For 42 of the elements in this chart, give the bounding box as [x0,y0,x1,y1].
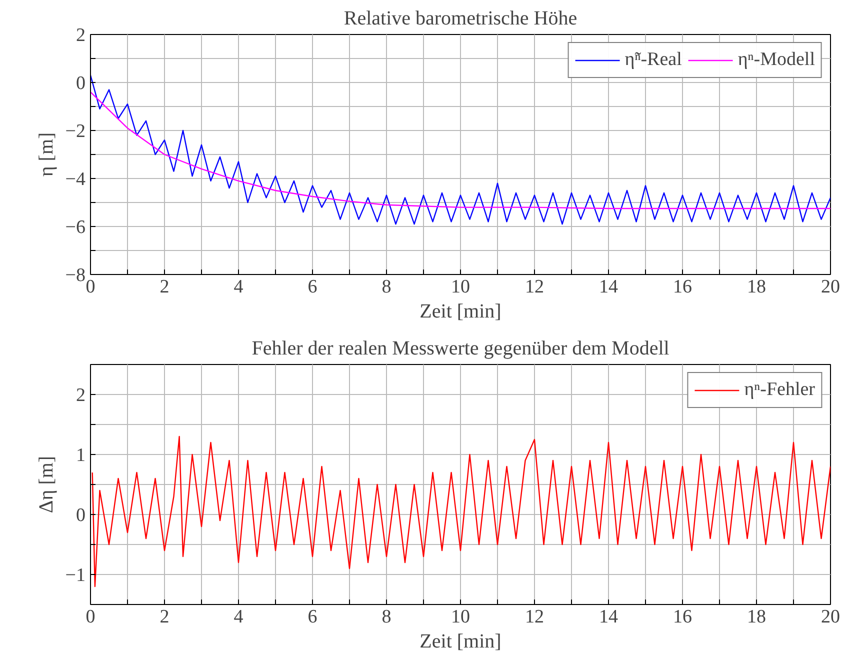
y-tick-label: 0 [76,505,86,526]
x-tick-label: 8 [382,276,392,298]
y-axis-title: Δη [m] [35,456,58,514]
x-axis-title: Zeit [min] [420,630,502,652]
x-tick-label: 10 [451,276,470,298]
legend-label: ηⁿ-Fehler [744,379,815,401]
line-series [90,92,830,210]
x-tick-label: 16 [673,606,692,628]
x-tick-label: 20 [821,276,840,298]
y-tick-label: 1 [76,445,86,466]
y-tick-label: 2 [76,25,86,46]
x-tick-label: 2 [160,606,170,628]
x-tick-label: 6 [308,276,318,298]
y-tick-label: −1 [65,565,86,586]
legend-label: η̃ⁿ-Real [624,49,682,71]
x-tick-label: 4 [234,606,244,628]
chart-title: Relative barometrische Höhe [344,8,578,30]
x-tick-label: 18 [747,276,766,298]
x-tick-label: 14 [599,606,618,628]
y-tick-label: −8 [65,265,86,286]
x-tick-label: 12 [525,276,544,298]
y-tick-label: −6 [65,217,86,238]
y-tick-label: 2 [76,385,86,406]
y-tick-label: 0 [76,73,86,94]
x-tick-label: 6 [308,606,318,628]
line-series [92,436,830,588]
chart-title: Fehler der realen Messwerte gegenüber dem Modell [252,338,670,360]
x-tick-label: 2 [160,276,170,298]
x-tick-label: 18 [747,606,766,628]
y-tick-label: −4 [65,169,86,190]
x-tick-label: 10 [451,606,470,628]
x-tick-label: 4 [234,276,244,298]
x-tick-label: 16 [673,276,692,298]
line-series [90,74,830,225]
y-axis-title: η [m] [35,132,58,177]
x-tick-label: 8 [382,606,392,628]
y-tick-label: −2 [65,121,86,142]
x-tick-label: 20 [821,606,840,628]
x-tick-label: 12 [525,606,544,628]
x-tick-label: 14 [599,276,618,298]
x-axis-title: Zeit [min] [420,300,502,322]
legend-label: ηⁿ-Modell [738,49,815,71]
